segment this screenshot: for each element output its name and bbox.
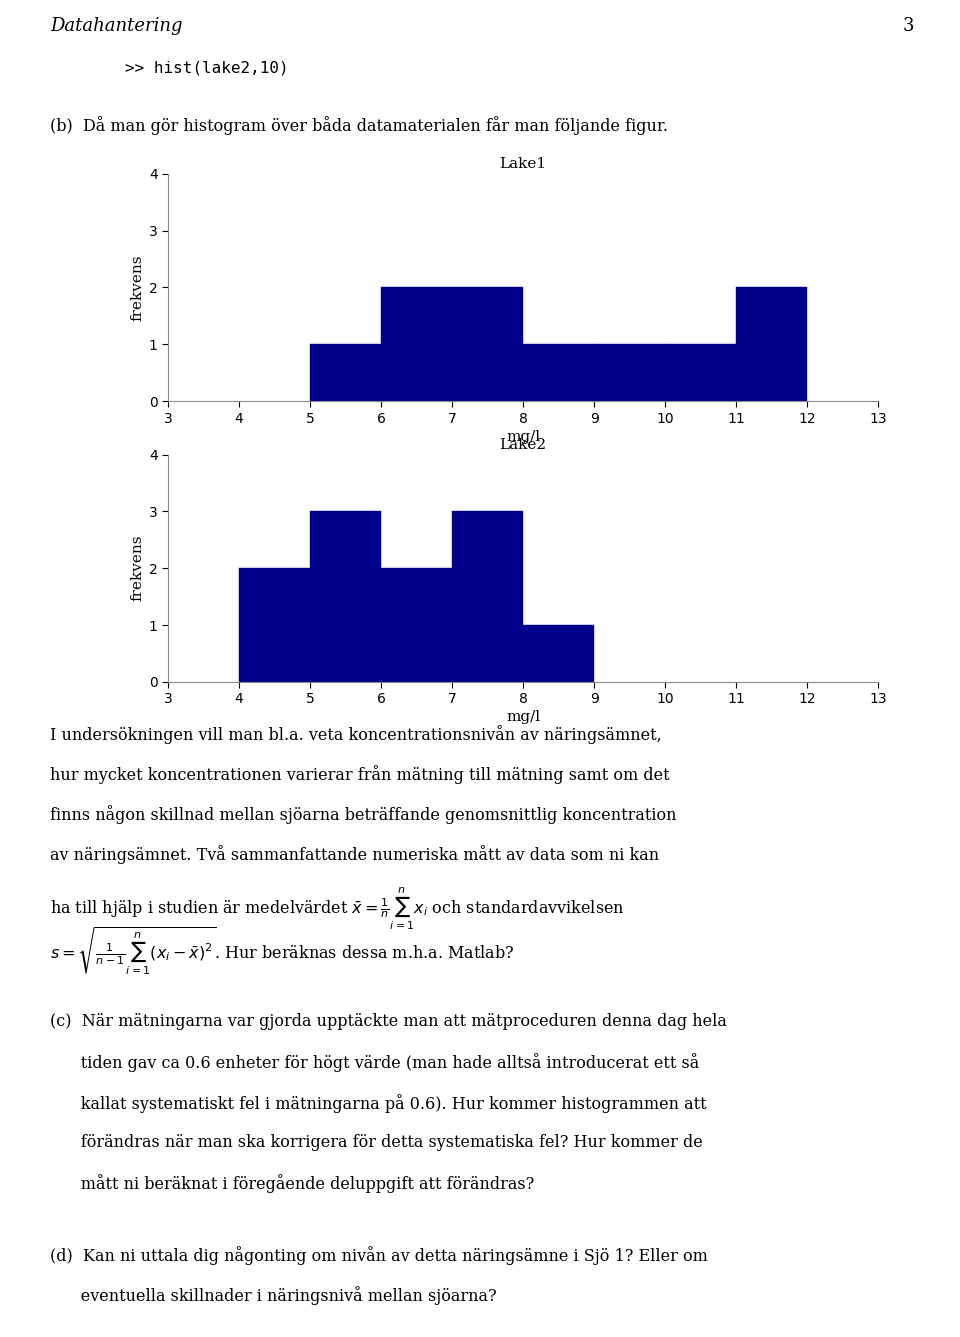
Text: förändras när man ska korrigera för detta systematiska fel? Hur kommer de: förändras när man ska korrigera för dett… (50, 1134, 703, 1151)
Bar (381, 287, 452, 401)
Bar (310, 345, 381, 401)
Text: kallat systematiskt fel i mätningarna på 0.6). Hur kommer histogrammen att: kallat systematiskt fel i mätningarna på… (50, 1094, 707, 1112)
Text: eventuella skillnader i näringsnivå mellan sjöarna?: eventuella skillnader i näringsnivå mell… (50, 1286, 496, 1305)
Bar (594, 345, 665, 401)
Text: (c)  När mätningarna var gjorda upptäckte man att mätproceduren denna dag hela: (c) När mätningarna var gjorda upptäckte… (50, 1013, 727, 1031)
Text: (d)  Kan ni uttala dig någonting om nivån av detta näringsämne i Sjö 1? Eller om: (d) Kan ni uttala dig någonting om nivån… (50, 1246, 708, 1265)
Text: mått ni beräknat i föregående deluppgift att förändras?: mått ni beräknat i föregående deluppgift… (50, 1174, 534, 1193)
Bar (310, 511, 381, 682)
Text: Datahantering: Datahantering (50, 16, 182, 35)
Bar (665, 345, 736, 401)
Title: Lake1: Lake1 (499, 158, 547, 171)
Bar (736, 287, 807, 401)
Text: av näringsämnet. Två sammanfattande numeriska mått av data som ni kan: av näringsämnet. Två sammanfattande nume… (50, 845, 660, 864)
Text: 3: 3 (902, 16, 914, 35)
Bar (523, 345, 594, 401)
Text: >> hist(lake2,10): >> hist(lake2,10) (125, 60, 288, 75)
Bar (452, 287, 523, 401)
Title: Lake2: Lake2 (499, 439, 547, 452)
Text: $s = \sqrt{\frac{1}{n-1}\sum_{i=1}^{n}(x_i - \bar{x})^2}$. Hur beräknas dessa m.: $s = \sqrt{\frac{1}{n-1}\sum_{i=1}^{n}(x… (50, 925, 515, 976)
Text: finns någon skillnad mellan sjöarna beträffande genomsnittlig koncentration: finns någon skillnad mellan sjöarna betr… (50, 805, 677, 824)
Text: tiden gav ca 0.6 enheter för högt värde (man hade alltså introducerat ett så: tiden gav ca 0.6 enheter för högt värde … (50, 1054, 699, 1072)
Bar (239, 568, 310, 682)
Y-axis label: frekvens: frekvens (131, 535, 145, 602)
Text: hur mycket koncentrationen varierar från mätning till mätning samt om det: hur mycket koncentrationen varierar från… (50, 765, 669, 783)
X-axis label: mg/l: mg/l (506, 710, 540, 725)
Bar (452, 511, 523, 682)
Text: ha till hjälp i studien är medelvärdet $\bar{x} = \frac{1}{n}\sum_{i=1}^{n} x_i$: ha till hjälp i studien är medelvärdet $… (50, 885, 625, 932)
Bar (523, 626, 594, 682)
Text: (b)  Då man gör histogram över båda datamaterialen får man följande figur.: (b) Då man gör histogram över båda datam… (50, 116, 668, 135)
Y-axis label: frekvens: frekvens (131, 254, 145, 321)
Bar (381, 568, 452, 682)
X-axis label: mg/l: mg/l (506, 429, 540, 444)
Text: I undersökningen vill man bl.a. veta koncentrationsnivån av näringsämnet,: I undersökningen vill man bl.a. veta kon… (50, 725, 661, 743)
